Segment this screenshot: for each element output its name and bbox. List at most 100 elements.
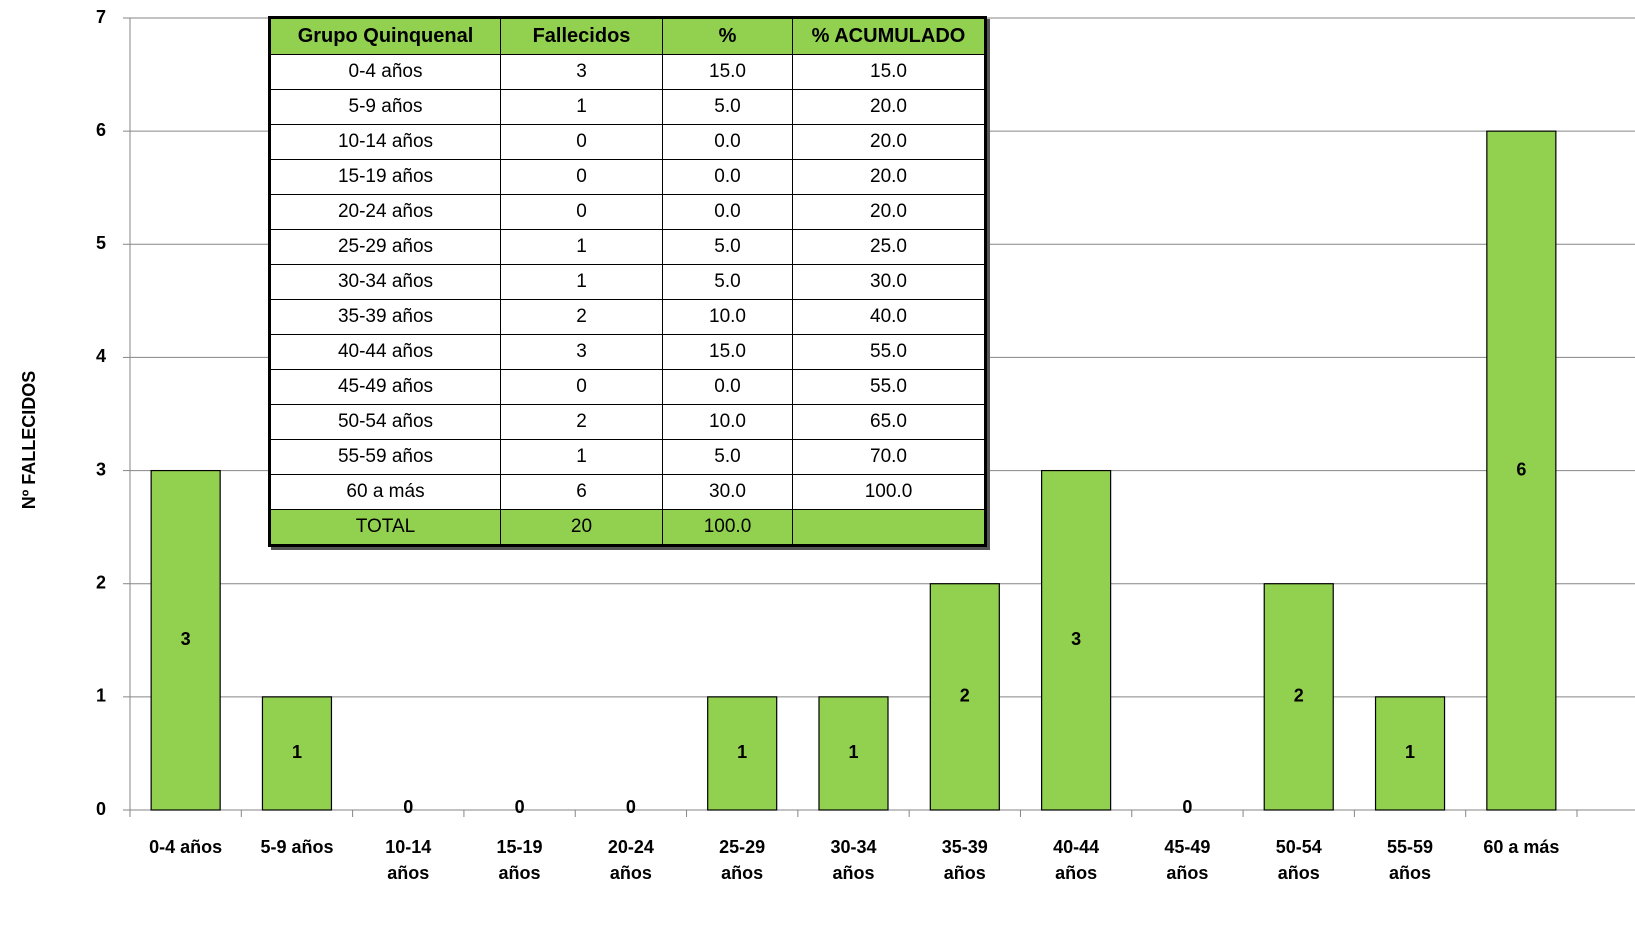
x-tick-label: 50-54 años — [1275, 837, 1322, 883]
data-label: 1 — [737, 742, 747, 762]
table-cell: 20-24 años — [269, 194, 501, 230]
table-cell: 30.0 — [662, 474, 793, 510]
table-header-cell: Grupo Quinquenal — [269, 17, 501, 55]
table-cell: 0 — [500, 159, 663, 195]
y-tick-label: 1 — [96, 686, 106, 706]
x-tick-label: 5-9 años — [260, 837, 334, 857]
x-tick-label: 60 a más — [1483, 837, 1560, 857]
x-tick-label: 20-24 años — [607, 837, 654, 883]
data-label: 3 — [1071, 629, 1081, 649]
table-body: 0-4 años 3 15.0 15.0 5-9 años 1 5.0 20.0 10-14 a… — [269, 54, 986, 546]
table-row: 20-24 años 0 0.0 20.0 — [269, 194, 986, 230]
table-header-cell: Fallecidos — [500, 17, 663, 55]
table-cell: 20.0 — [792, 89, 986, 125]
table-row: 5-9 años 1 5.0 20.0 — [269, 89, 986, 125]
data-label: 1 — [1405, 742, 1415, 762]
data-label: 6 — [1516, 459, 1526, 479]
x-tick-label: 30-34 años — [830, 837, 877, 883]
data-label: 2 — [1294, 686, 1304, 706]
table-cell: 55-59 años — [269, 439, 501, 475]
table-cell: 20.0 — [792, 159, 986, 195]
table-header: Grupo Quinquenal Fallecidos%% ACUMULADO — [269, 17, 986, 55]
table-cell: 70.0 — [792, 439, 986, 475]
table-cell: 20.0 — [792, 124, 986, 160]
y-tick-label: 5 — [96, 233, 106, 253]
data-label: 2 — [960, 686, 970, 706]
table-cell: 10.0 — [662, 299, 793, 335]
y-tick-label: 3 — [96, 459, 106, 479]
data-label: 0 — [515, 797, 525, 817]
table-row: 10-14 años 0 0.0 20.0 — [269, 124, 986, 160]
table-cell: 15.0 — [662, 334, 793, 370]
table-row: 50-54 años 2 10.0 65.0 — [269, 404, 986, 440]
x-tick-label: 45-49 años — [1164, 837, 1211, 883]
table-cell: 15.0 — [662, 54, 793, 90]
table-cell: 5.0 — [662, 229, 793, 265]
table-cell: 0 — [500, 124, 663, 160]
table-cell: 25.0 — [792, 229, 986, 265]
data-label: 0 — [403, 797, 413, 817]
y-tick-label: 2 — [96, 572, 106, 592]
y-tick-label: 6 — [96, 120, 106, 140]
bar — [1374, 696, 1446, 811]
table-cell: 20.0 — [792, 194, 986, 230]
bar — [261, 696, 333, 811]
table-cell: 0-4 años — [269, 54, 501, 90]
table-cell: 15.0 — [792, 54, 986, 90]
x-tick-label: 10-14 años — [385, 837, 432, 883]
table-cell: 10-14 años — [269, 124, 501, 160]
table-header-cell: % — [662, 17, 793, 55]
table-cell: 0.0 — [662, 124, 793, 160]
table-total-row: TOTAL 20 100.0 — [269, 509, 986, 546]
data-label: 1 — [292, 742, 302, 762]
x-tick-label: 15-19 años — [496, 837, 543, 883]
table-cell: 0.0 — [662, 194, 793, 230]
table-row: 60 a más 6 30.0 100.0 — [269, 474, 986, 510]
table-header-cell: % ACUMULADO — [792, 17, 986, 55]
y-tick-label: 0 — [96, 799, 106, 819]
table-cell: 3 — [500, 54, 663, 90]
table-cell: 1 — [500, 229, 663, 265]
table-cell: 40-44 años — [269, 334, 501, 370]
data-label: 3 — [181, 629, 191, 649]
table-cell: 1 — [500, 439, 663, 475]
table-cell: 0 — [500, 369, 663, 405]
table-total-cell: TOTAL — [269, 509, 501, 546]
bar — [929, 583, 1000, 811]
table-cell: 0 — [500, 194, 663, 230]
x-tick-label: 35-39 años — [941, 837, 988, 883]
y-axis-title: Nº FALLECIDOS — [19, 371, 39, 510]
x-tick-label: 0-4 años — [149, 837, 223, 857]
bar — [1263, 583, 1334, 811]
table-row: 15-19 años 0 0.0 20.0 — [269, 159, 986, 195]
table-cell: 25-29 años — [269, 229, 501, 265]
table-row: 40-44 años 3 15.0 55.0 — [269, 334, 986, 370]
table-cell: 6 — [500, 474, 663, 510]
x-tick-label: 40-44 años — [1053, 837, 1100, 883]
table-cell: 35-39 años — [269, 299, 501, 335]
table-cell: 1 — [500, 89, 663, 125]
table-cell: 65.0 — [792, 404, 986, 440]
table-row: 25-29 años 1 5.0 25.0 — [269, 229, 986, 265]
table-cell: 40.0 — [792, 299, 986, 335]
bar — [1041, 469, 1112, 811]
table-row: 35-39 años 2 10.0 40.0 — [269, 299, 986, 335]
table-total-cell — [792, 509, 986, 546]
table-cell: 1 — [500, 264, 663, 300]
table-cell: 2 — [500, 404, 663, 440]
bar — [818, 696, 889, 811]
table-cell: 100.0 — [792, 474, 986, 510]
table-total-cell: 100.0 — [662, 509, 793, 546]
table-cell: 50-54 años — [269, 404, 501, 440]
data-table: Grupo Quinquenal Fallecidos%% ACUMULADO 0… — [268, 16, 987, 547]
table-cell: 10.0 — [662, 404, 793, 440]
x-tick-label: 55-59 años — [1387, 837, 1434, 883]
table-cell: 0.0 — [662, 159, 793, 195]
y-tick-label: 4 — [96, 346, 106, 366]
table-cell: 30.0 — [792, 264, 986, 300]
table-cell: 5-9 años — [269, 89, 501, 125]
table-row: 55-59 años 1 5.0 70.0 — [269, 439, 986, 475]
table-cell: 5.0 — [662, 264, 793, 300]
table-cell: 55.0 — [792, 334, 986, 370]
